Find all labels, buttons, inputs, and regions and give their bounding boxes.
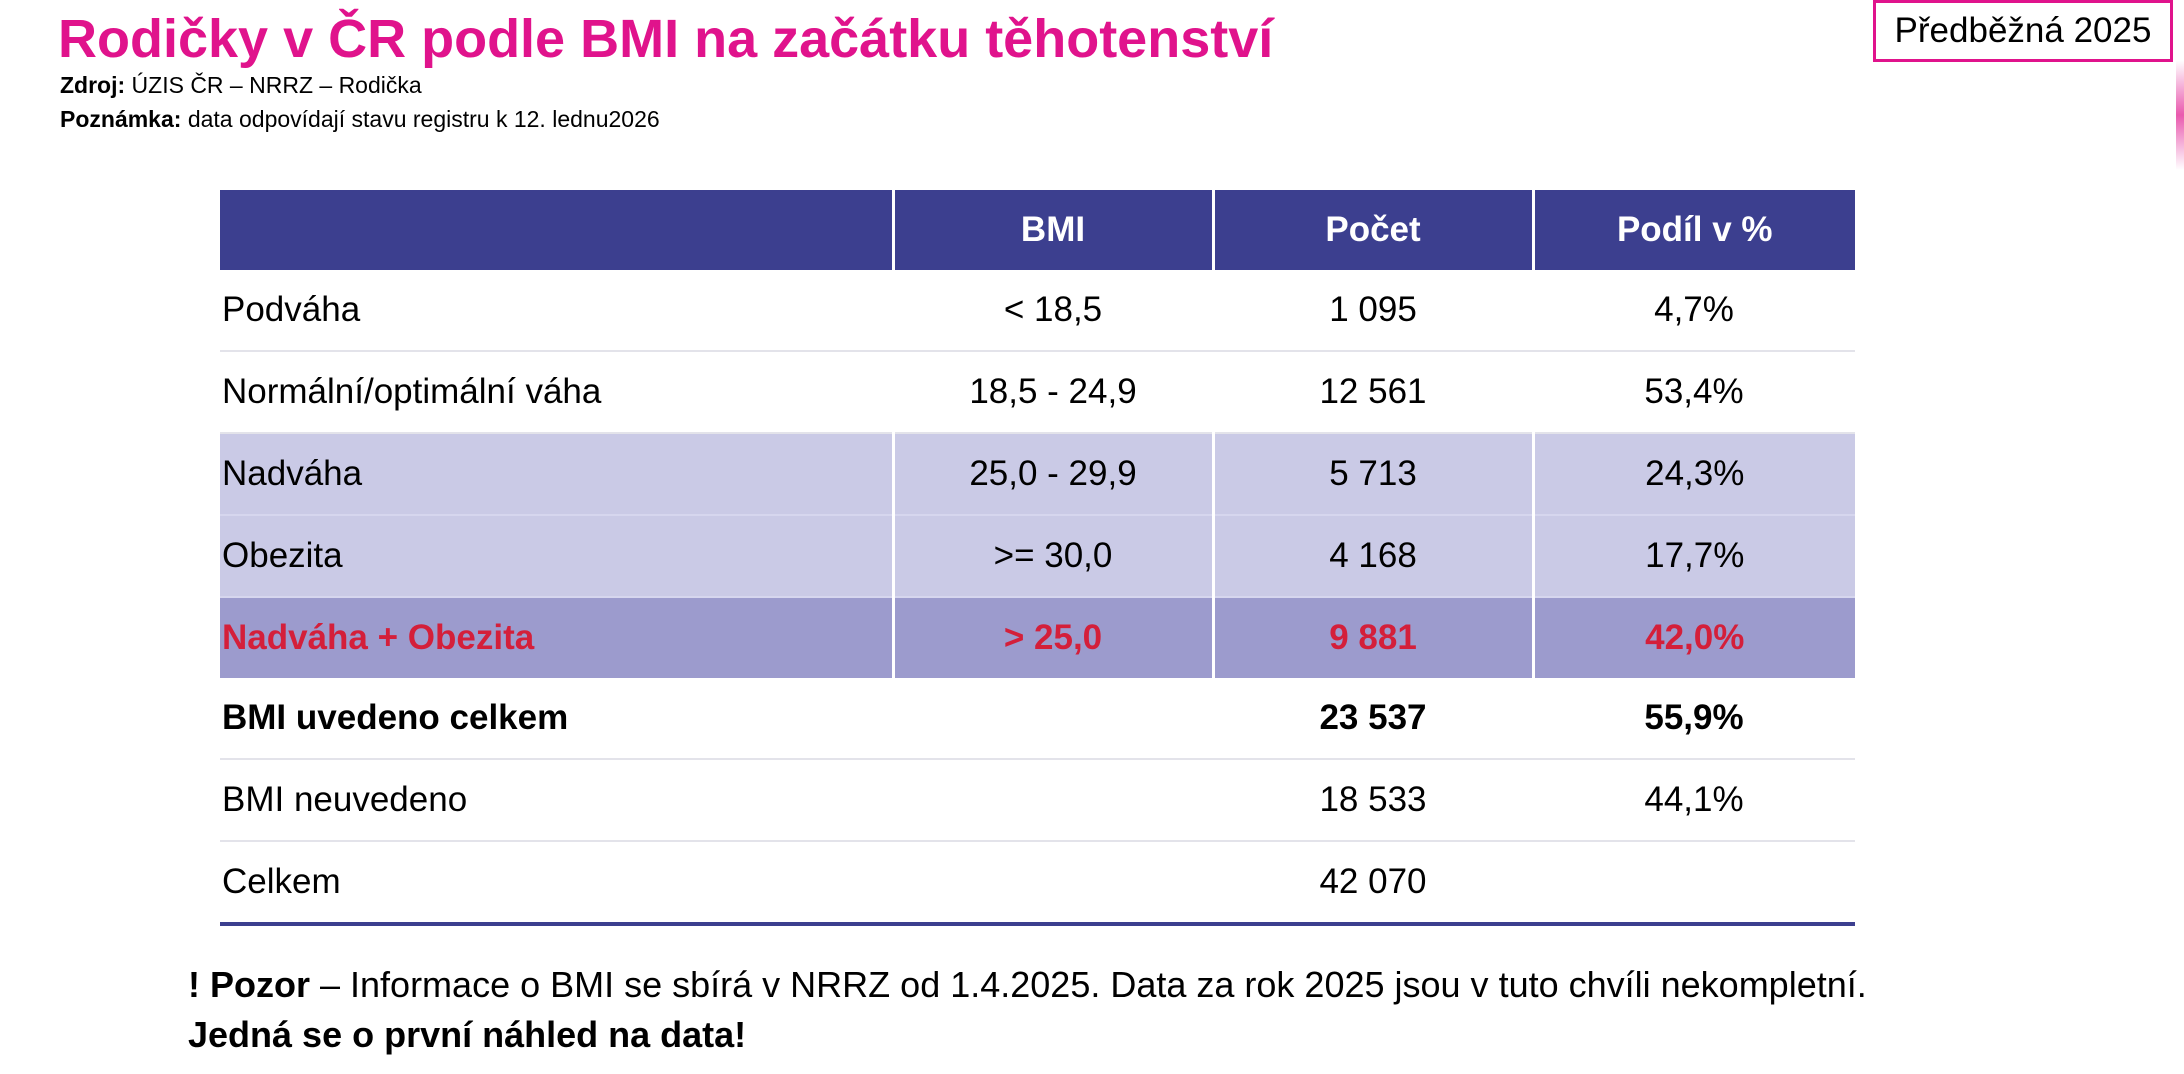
table-row: Nadváha 25,0 - 29,9 5 713 24,3% [220, 433, 1855, 516]
table-row: Obezita >= 30,0 4 168 17,7% [220, 515, 1855, 598]
row-bmi [893, 841, 1213, 926]
row-bmi: 18,5 - 24,9 [893, 351, 1213, 434]
row-count: 42 070 [1213, 841, 1533, 926]
preliminary-badge: Předběžná 2025 [1873, 0, 2173, 62]
column-header-share: Podíl v % [1531, 190, 1855, 270]
source-value: ÚZIS ČR – NRRZ – Rodička [131, 72, 422, 98]
page-title: Rodičky v ČR podle BMI na začátku těhote… [58, 9, 1274, 69]
note-label: Poznámka: [60, 106, 182, 132]
row-label: Nadváha [220, 433, 893, 516]
row-share: 53,4% [1533, 351, 1855, 434]
row-share: 24,3% [1531, 433, 1855, 516]
row-count: 5 713 [1211, 433, 1533, 516]
row-bmi [893, 759, 1213, 842]
row-count: 1 095 [1213, 270, 1533, 352]
row-label: Podváha [220, 270, 893, 352]
column-header-label [220, 190, 893, 270]
row-count: 23 537 [1213, 678, 1533, 760]
table-row: BMI neuvedeno 18 533 44,1% [220, 759, 1855, 842]
row-label: BMI neuvedeno [220, 759, 893, 842]
row-label: Celkem [220, 841, 893, 926]
source-line: Zdroj: ÚZIS ČR – NRRZ – Rodička [60, 72, 422, 99]
column-header-count: Počet [1211, 190, 1533, 270]
table-row-grand-total: Celkem 42 070 [220, 841, 1855, 926]
row-count: 12 561 [1213, 351, 1533, 434]
table-row: Podváha < 18,5 1 095 4,7% [220, 270, 1855, 352]
warning-text: – Informace o BMI se sbírá v NRRZ od 1.4… [310, 964, 1867, 1005]
edge-accent [2176, 60, 2184, 170]
row-label: Nadváha + Obezita [220, 597, 893, 678]
row-share: 4,7% [1533, 270, 1855, 352]
table-row-highlight: Nadváha + Obezita > 25,0 9 881 42,0% [220, 597, 1855, 678]
warning-line2: Jedná se o první náhled na data! [188, 1014, 747, 1055]
source-label: Zdroj: [60, 72, 126, 98]
row-label: BMI uvedeno celkem [220, 678, 893, 760]
row-bmi: < 18,5 [893, 270, 1213, 352]
row-label: Obezita [220, 515, 893, 598]
row-count: 9 881 [1211, 597, 1533, 678]
row-share: 17,7% [1531, 515, 1855, 598]
note-line: Poznámka: data odpovídají stavu registru… [60, 106, 660, 133]
row-bmi: 25,0 - 29,9 [891, 433, 1213, 516]
row-share: 55,9% [1533, 678, 1855, 760]
row-count: 4 168 [1211, 515, 1533, 598]
warning-note: ! Pozor – Informace o BMI se sbírá v NRR… [188, 964, 1867, 1006]
warning-label: ! Pozor [188, 964, 310, 1005]
row-bmi: > 25,0 [891, 597, 1213, 678]
warning-note-line2: Jedná se o první náhled na data! [188, 1014, 746, 1056]
row-bmi: >= 30,0 [891, 515, 1213, 598]
note-value: data odpovídají stavu registru k 12. led… [187, 106, 660, 132]
row-share: 42,0% [1531, 597, 1855, 678]
row-label: Normální/optimální váha [220, 351, 893, 434]
table-header-row: BMI Počet Podíl v % [220, 190, 1855, 270]
row-bmi [893, 678, 1213, 760]
row-count: 18 533 [1213, 759, 1533, 842]
column-header-bmi: BMI [891, 190, 1213, 270]
table-row-total-reported: BMI uvedeno celkem 23 537 55,9% [220, 678, 1855, 760]
row-share: 44,1% [1533, 759, 1855, 842]
bmi-table: BMI Počet Podíl v % Podváha < 18,5 1 095… [220, 190, 1855, 926]
row-share [1533, 841, 1855, 926]
table-row: Normální/optimální váha 18,5 - 24,9 12 5… [220, 351, 1855, 434]
